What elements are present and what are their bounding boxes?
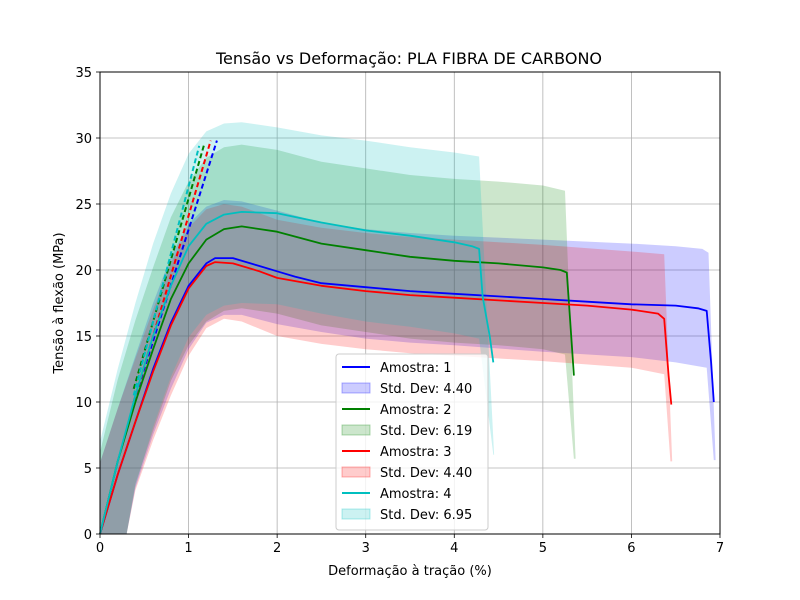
legend-band-swatch: [341, 466, 371, 478]
plot-frame: [99, 71, 721, 535]
legend-label-series: Amostra: 3: [380, 445, 451, 460]
y-tick-label: 0: [84, 528, 92, 543]
y-tick-label: 5: [84, 462, 92, 477]
x-tick-label: 6: [627, 541, 635, 556]
y-tick-label: 25: [75, 198, 92, 213]
legend-label-std-dev: Std. Dev: 4.40: [380, 466, 472, 481]
legend-band-swatch: [341, 508, 371, 520]
x-tick-label: 5: [539, 541, 547, 556]
x-tick-label: 2: [273, 541, 281, 556]
x-tick-label: 0: [96, 541, 104, 556]
x-tick-label: 4: [450, 541, 458, 556]
series-line-4: [99, 210, 495, 535]
legend: Amostra: 1 Std. Dev: 4.40 Amostra: 2 Std. D…: [335, 353, 489, 531]
legend-label-std-dev: Std. Dev: 6.95: [380, 508, 472, 523]
std-dev-band-3: [100, 204, 673, 534]
y-tick-label: 30: [75, 132, 92, 147]
legend-label-series: Amostra: 1: [380, 361, 451, 376]
tangent-line-3: [132, 140, 212, 403]
y-tick-label: 10: [75, 396, 92, 411]
legend-label-series: Amostra: 4: [380, 487, 451, 502]
y-tick-label: 20: [75, 264, 92, 279]
axis-ticks: 0 1 2 3 4 5 6 7 0 5 10 15 20 25 30 35: [75, 66, 724, 556]
series-lines: [99, 140, 715, 535]
series-line-3: [99, 261, 673, 535]
legend-label-series: Amostra: 2: [380, 403, 451, 418]
series-line-2: [99, 225, 575, 535]
chart-title: Tensão vs Deformação: PLA FIBRA DE CARBO…: [215, 49, 602, 68]
y-tick-label: 35: [75, 66, 92, 81]
y-tick-label: 15: [75, 330, 92, 345]
y-axis-title: Tensão à flexão (MPa): [52, 232, 67, 374]
legend-box: [335, 353, 489, 531]
std-dev-band-1: [100, 200, 716, 534]
x-tick-label: 1: [184, 541, 192, 556]
x-tick-label: 3: [362, 541, 370, 556]
tangent-line-4: [132, 145, 201, 396]
std-dev-band-4: [100, 122, 495, 534]
legend-label-std-dev: Std. Dev: 4.40: [380, 382, 472, 397]
legend-label-std-dev: Std. Dev: 6.19: [380, 424, 472, 439]
tangent-line-1: [132, 140, 218, 403]
legend-band-swatch: [341, 424, 371, 436]
legend-band-swatch: [341, 382, 371, 394]
x-tick-label: 7: [716, 541, 724, 556]
x-axis-title: Deformação à tração (%): [328, 564, 492, 579]
series-line-1: [99, 257, 715, 535]
